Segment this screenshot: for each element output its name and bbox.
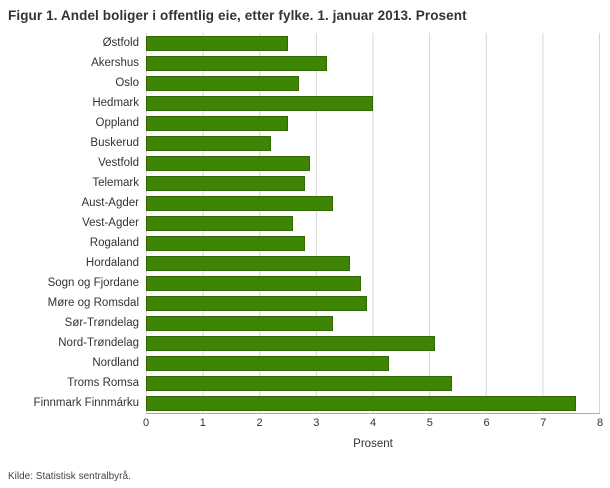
x-tick-label: 2 <box>256 417 263 429</box>
chart-title: Figur 1. Andel boliger i offentlig eie, … <box>8 8 467 23</box>
bar <box>146 195 333 211</box>
category-label: Nordland <box>92 357 139 369</box>
bar-track <box>146 273 600 293</box>
bar-row: Østfold <box>8 33 600 53</box>
category-label: Sogn og Fjordane <box>47 277 139 289</box>
category-label: Finnmark Finnmárku <box>33 397 139 409</box>
bar-row: Hedmark <box>8 93 600 113</box>
source-text: Kilde: Statistisk sentralbyrå. <box>8 471 131 482</box>
bar <box>146 135 271 151</box>
bar-track <box>146 113 600 133</box>
category-label: Oslo <box>115 77 139 89</box>
bar <box>146 375 452 391</box>
category-label: Buskerud <box>90 137 139 149</box>
bar-row: Nordland <box>8 353 600 373</box>
bar-row: Sør-Trøndelag <box>8 313 600 333</box>
bar <box>146 215 294 231</box>
x-tick-label: 3 <box>313 417 320 429</box>
bar-track <box>146 393 600 413</box>
bar <box>146 255 350 271</box>
bar <box>146 35 288 51</box>
bar-track <box>146 213 600 233</box>
bar-row: Troms Romsa <box>8 373 600 393</box>
bar-row: Buskerud <box>8 133 600 153</box>
bar-row: Aust-Agder <box>8 193 600 213</box>
bar-track <box>146 333 600 353</box>
bar <box>146 75 299 91</box>
x-tick-label: 5 <box>426 417 433 429</box>
bar-row: Hordaland <box>8 253 600 273</box>
category-label: Hordaland <box>85 257 139 269</box>
category-label: Sør-Trøndelag <box>64 317 139 329</box>
bar-track <box>146 93 600 113</box>
x-axis: 0 1 2 3 4 5 6 7 8 <box>8 416 604 434</box>
bar <box>146 155 311 171</box>
bar-chart: Østfold Akershus Oslo Hedmark Oppland Buskeru… <box>8 33 604 456</box>
bar-row: Finnmark Finnmárku <box>8 393 600 413</box>
x-axis-line <box>146 413 600 414</box>
bar <box>146 95 373 111</box>
bar-track <box>146 73 600 93</box>
x-tick-label: 8 <box>596 417 604 429</box>
category-label: Telemark <box>92 177 139 189</box>
bar <box>146 175 305 191</box>
bar-row: Nord-Trøndelag <box>8 333 600 353</box>
bar-row: Vestfold <box>8 153 600 173</box>
category-label: Møre og Romsdal <box>47 297 139 309</box>
axis-spacer <box>8 416 146 434</box>
x-tick-label: 4 <box>369 417 377 429</box>
x-tick-label: 0 <box>142 417 150 429</box>
bar-track <box>146 133 600 153</box>
bar <box>146 315 333 331</box>
bar-track <box>146 373 600 393</box>
bar-track <box>146 153 600 173</box>
category-label: Vest-Agder <box>82 217 139 229</box>
category-label: Vestfold <box>98 157 139 169</box>
bar-row: Vest-Agder <box>8 213 600 233</box>
bar-row: Akershus <box>8 53 600 73</box>
bar <box>146 295 367 311</box>
bar-row: Oppland <box>8 113 600 133</box>
bar-track <box>146 253 600 273</box>
category-label: Rogaland <box>89 237 139 249</box>
bar-track <box>146 313 600 333</box>
bar <box>146 235 305 251</box>
bar-track <box>146 193 600 213</box>
bar-track <box>146 33 600 53</box>
bar <box>146 115 288 131</box>
bar <box>146 55 328 71</box>
category-label: Akershus <box>91 57 139 69</box>
bar <box>146 355 390 371</box>
category-label: Hedmark <box>92 97 139 109</box>
bar-row: Oslo <box>8 73 600 93</box>
bar <box>146 335 435 351</box>
x-tick-label: 7 <box>540 417 547 429</box>
x-tick-labels: 0 1 2 3 4 5 6 7 8 <box>142 416 604 434</box>
category-label: Aust-Agder <box>81 197 139 209</box>
bar-row: Møre og Romsdal <box>8 293 600 313</box>
category-label: Østfold <box>102 37 139 49</box>
bar-track <box>146 53 600 73</box>
bar <box>146 275 362 291</box>
bar-row: Sogn og Fjordane <box>8 273 600 293</box>
bar-track <box>146 173 600 193</box>
bar-row: Telemark <box>8 173 600 193</box>
bar-track <box>146 353 600 373</box>
bar-row: Rogaland <box>8 233 600 253</box>
plot-area: Østfold Akershus Oslo Hedmark Oppland Buskeru… <box>8 33 600 413</box>
bar <box>146 395 577 411</box>
x-tick-label: 6 <box>483 417 490 429</box>
x-tick-label: 1 <box>199 417 206 429</box>
category-label: Nord-Trøndelag <box>58 337 139 349</box>
x-axis-label: Prosent <box>353 438 393 450</box>
category-label: Oppland <box>95 117 139 129</box>
bar-track <box>146 293 600 313</box>
category-label: Troms Romsa <box>67 377 139 389</box>
bar-track <box>146 233 600 253</box>
